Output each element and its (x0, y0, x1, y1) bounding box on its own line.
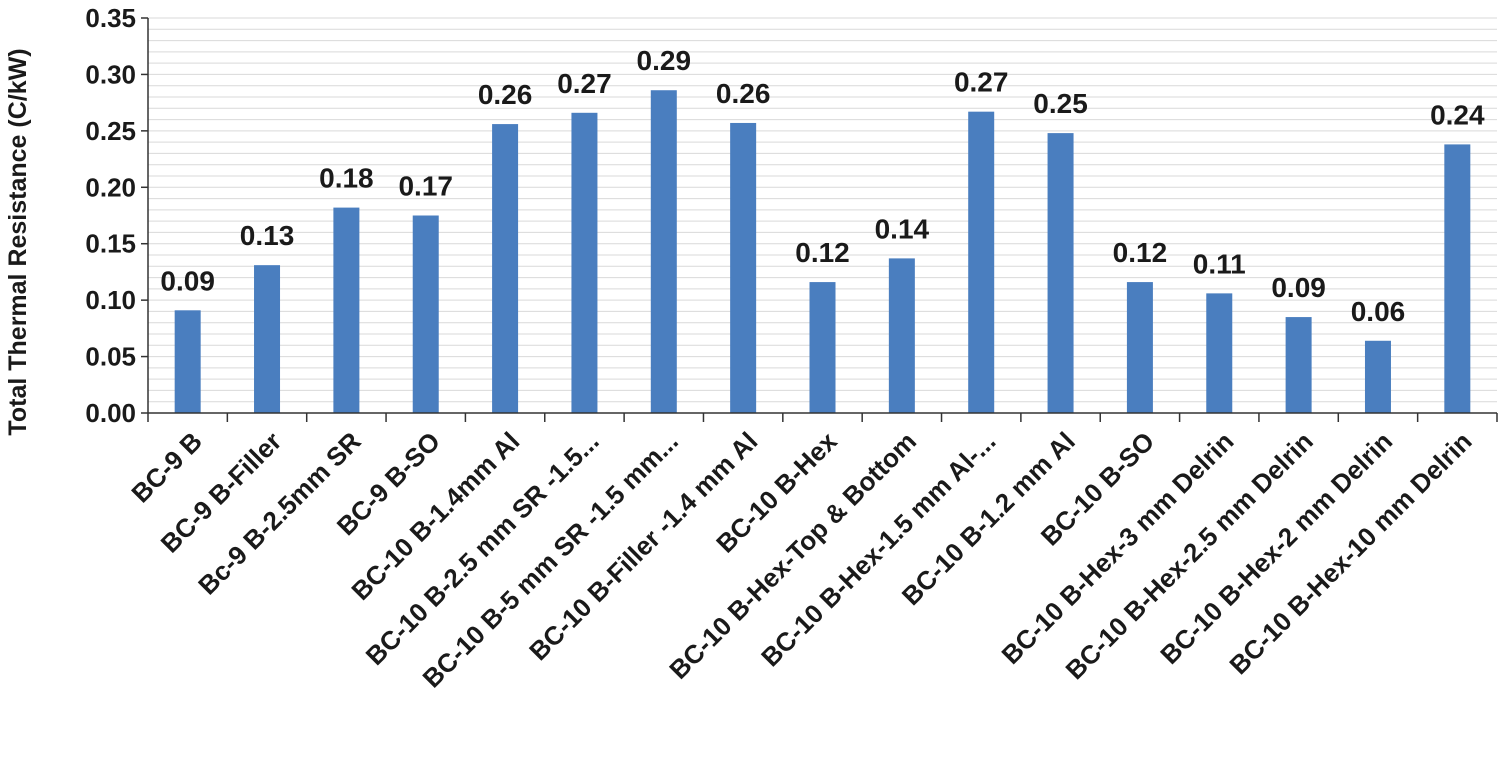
data-label: 0.26 (478, 79, 533, 110)
bar (730, 122, 757, 413)
bar (412, 215, 439, 413)
data-label: 0.12 (795, 237, 850, 268)
data-label: 0.17 (398, 171, 453, 202)
data-label: 0.24 (1430, 99, 1485, 130)
y-axis-ticks: 0.00 0.05 0.10 0.15 0.20 0.25 0.30 0.35 (85, 3, 148, 428)
bar (1444, 144, 1471, 413)
bar (174, 310, 201, 413)
data-labels: 0.09 0.13 0.18 0.17 0.26 0.27 0.29 0.26 0.12 0.14… (160, 45, 1485, 327)
bar (809, 282, 836, 413)
y-tick-label: 0.20 (85, 172, 136, 202)
data-label: 0.29 (637, 45, 692, 76)
bar (333, 207, 360, 413)
y-tick-label: 0.00 (85, 398, 136, 428)
bar (492, 124, 519, 413)
gridlines (148, 17, 1497, 414)
bar (1206, 293, 1233, 413)
data-label: 0.25 (1033, 88, 1088, 119)
data-label: 0.14 (875, 213, 930, 244)
data-label: 0.26 (716, 78, 771, 109)
bar (968, 111, 995, 414)
data-label: 0.13 (240, 220, 295, 251)
bar (571, 112, 598, 414)
y-tick-label: 0.35 (85, 3, 136, 33)
bar (650, 90, 677, 413)
data-label: 0.27 (557, 68, 612, 99)
bar (1047, 133, 1074, 413)
bar (1285, 317, 1312, 413)
data-label: 0.09 (1271, 272, 1326, 303)
bar (1364, 340, 1391, 413)
bars (174, 90, 1471, 414)
y-tick-label: 0.25 (85, 116, 136, 146)
bar (254, 265, 281, 413)
y-axis-title: Total Thermal Resistance (C/kW) (4, 48, 32, 435)
bar (888, 258, 915, 413)
data-label: 0.11 (1193, 248, 1246, 279)
data-label: 0.18 (319, 163, 374, 194)
data-label: 0.09 (160, 265, 215, 296)
bar (1126, 282, 1153, 413)
y-tick-label: 0.15 (85, 229, 136, 259)
y-tick-label: 0.05 (85, 342, 136, 372)
y-tick-label: 0.10 (85, 285, 136, 315)
data-label: 0.12 (1113, 237, 1168, 268)
data-label: 0.06 (1351, 296, 1406, 327)
y-tick-label: 0.30 (85, 59, 136, 89)
data-label: 0.27 (954, 67, 1009, 98)
